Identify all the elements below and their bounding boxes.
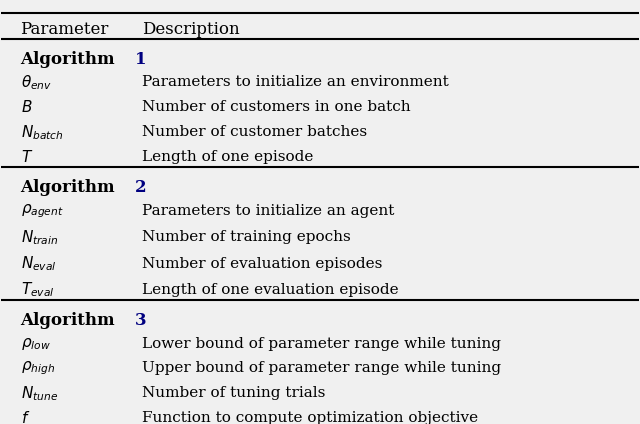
Text: $N_{eval}$: $N_{eval}$ — [20, 254, 56, 273]
Text: $\rho_{low}$: $\rho_{low}$ — [20, 335, 51, 351]
Text: Lower bound of parameter range while tuning: Lower bound of parameter range while tun… — [141, 337, 500, 351]
Text: Length of one episode: Length of one episode — [141, 150, 313, 164]
Text: $T_{eval}$: $T_{eval}$ — [20, 280, 54, 299]
Text: Description: Description — [141, 22, 239, 39]
Text: Algorithm: Algorithm — [20, 312, 115, 329]
Text: 2: 2 — [135, 179, 147, 196]
Text: 3: 3 — [135, 312, 147, 329]
Text: $T$: $T$ — [20, 149, 33, 165]
Text: Number of tuning trials: Number of tuning trials — [141, 386, 325, 400]
Text: Algorithm: Algorithm — [20, 179, 115, 196]
Text: Parameters to initialize an agent: Parameters to initialize an agent — [141, 204, 394, 218]
Text: $\rho_{agent}$: $\rho_{agent}$ — [20, 203, 63, 220]
Text: Length of one evaluation episode: Length of one evaluation episode — [141, 283, 398, 297]
Text: Parameters to initialize an environment: Parameters to initialize an environment — [141, 75, 449, 89]
Text: Upper bound of parameter range while tuning: Upper bound of parameter range while tun… — [141, 362, 500, 376]
Text: Number of customer batches: Number of customer batches — [141, 125, 367, 139]
Text: $N_{tune}$: $N_{tune}$ — [20, 384, 58, 403]
Text: $N_{train}$: $N_{train}$ — [20, 228, 58, 247]
Text: 1: 1 — [135, 51, 147, 68]
Text: Parameter: Parameter — [20, 22, 109, 39]
Text: Function to compute optimization objective: Function to compute optimization objecti… — [141, 411, 477, 424]
Text: $\theta_{env}$: $\theta_{env}$ — [20, 73, 52, 92]
Text: Number of customers in one batch: Number of customers in one batch — [141, 100, 410, 114]
Text: $\rho_{high}$: $\rho_{high}$ — [20, 360, 54, 377]
Text: Number of evaluation episodes: Number of evaluation episodes — [141, 257, 382, 271]
Text: $f$: $f$ — [20, 410, 30, 424]
Text: $N_{batch}$: $N_{batch}$ — [20, 123, 63, 142]
Text: Algorithm: Algorithm — [20, 51, 115, 68]
Text: $B$: $B$ — [20, 99, 32, 115]
Text: Number of training epochs: Number of training epochs — [141, 230, 350, 245]
